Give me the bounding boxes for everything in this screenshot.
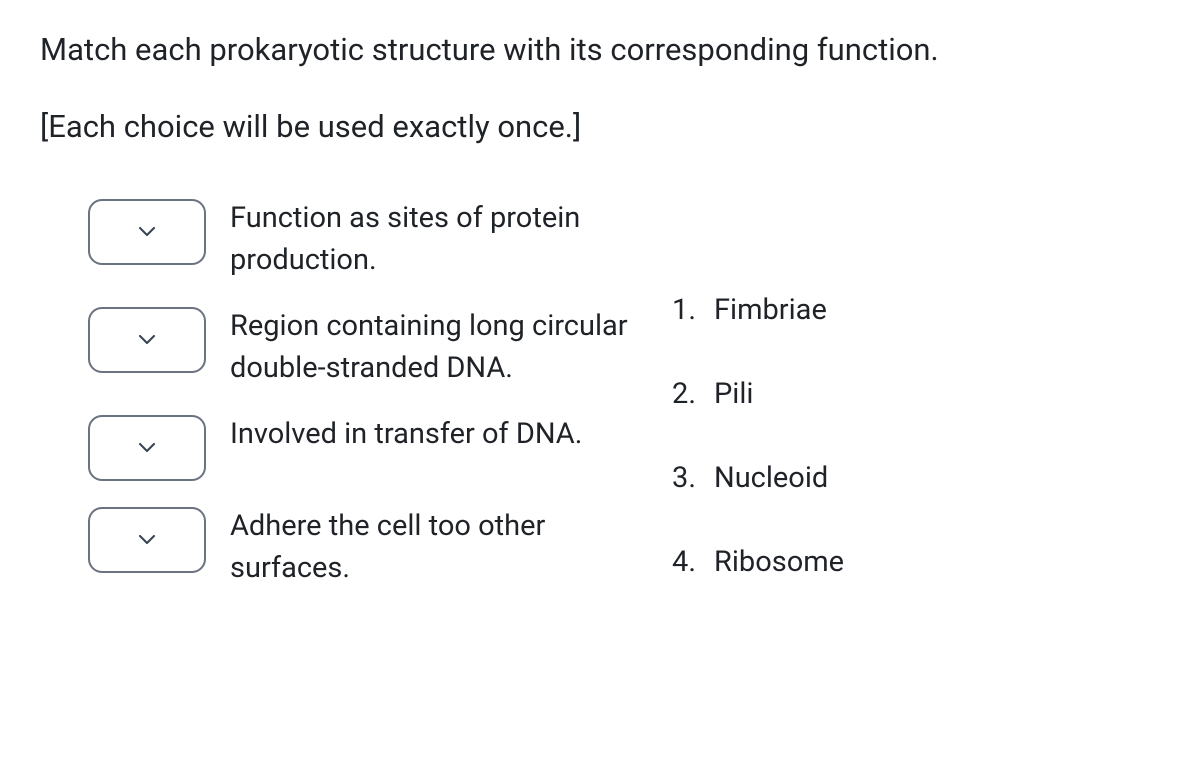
- match-row: Region containing long circular double-s…: [88, 305, 628, 389]
- choice-label: Pili: [714, 377, 753, 411]
- choice-label: Ribosome: [714, 545, 844, 579]
- answer-select-1[interactable]: [88, 199, 206, 265]
- answer-select-3[interactable]: [88, 415, 206, 481]
- choice-number: 1.: [668, 293, 696, 327]
- choice-item: 4. Ribosome: [668, 545, 844, 579]
- prompts-column: Function as sites of protein production.…: [88, 197, 628, 589]
- match-row: Involved in transfer of DNA.: [88, 413, 628, 481]
- question-note: [Each choice will be used exactly once.]: [40, 105, 1160, 148]
- prompt-text: Function as sites of protein production.: [230, 197, 628, 281]
- question-instruction: Match each prokaryotic structure with it…: [40, 28, 1160, 71]
- prompt-text: Region containing long circular double-s…: [230, 305, 628, 389]
- matching-content: Function as sites of protein production.…: [40, 197, 1160, 589]
- chevron-down-icon: [139, 227, 155, 237]
- match-row: Adhere the cell too other surfaces.: [88, 505, 628, 589]
- choice-item: 1. Fimbriae: [668, 293, 844, 327]
- prompt-text: Adhere the cell too other surfaces.: [230, 505, 628, 589]
- chevron-down-icon: [139, 335, 155, 345]
- choice-item: 3. Nucleoid: [668, 461, 844, 495]
- choice-label: Nucleoid: [714, 461, 828, 495]
- answer-select-2[interactable]: [88, 307, 206, 373]
- chevron-down-icon: [139, 443, 155, 453]
- match-row: Function as sites of protein production.: [88, 197, 628, 281]
- choice-number: 2.: [668, 377, 696, 411]
- prompt-text: Involved in transfer of DNA.: [230, 413, 582, 455]
- choice-item: 2. Pili: [668, 377, 844, 411]
- answer-select-4[interactable]: [88, 507, 206, 573]
- choice-number: 4.: [668, 545, 696, 579]
- choice-number: 3.: [668, 461, 696, 495]
- chevron-down-icon: [139, 535, 155, 545]
- choice-label: Fimbriae: [714, 293, 827, 327]
- choices-column: 1. Fimbriae 2. Pili 3. Nucleoid 4. Ribos…: [668, 197, 844, 589]
